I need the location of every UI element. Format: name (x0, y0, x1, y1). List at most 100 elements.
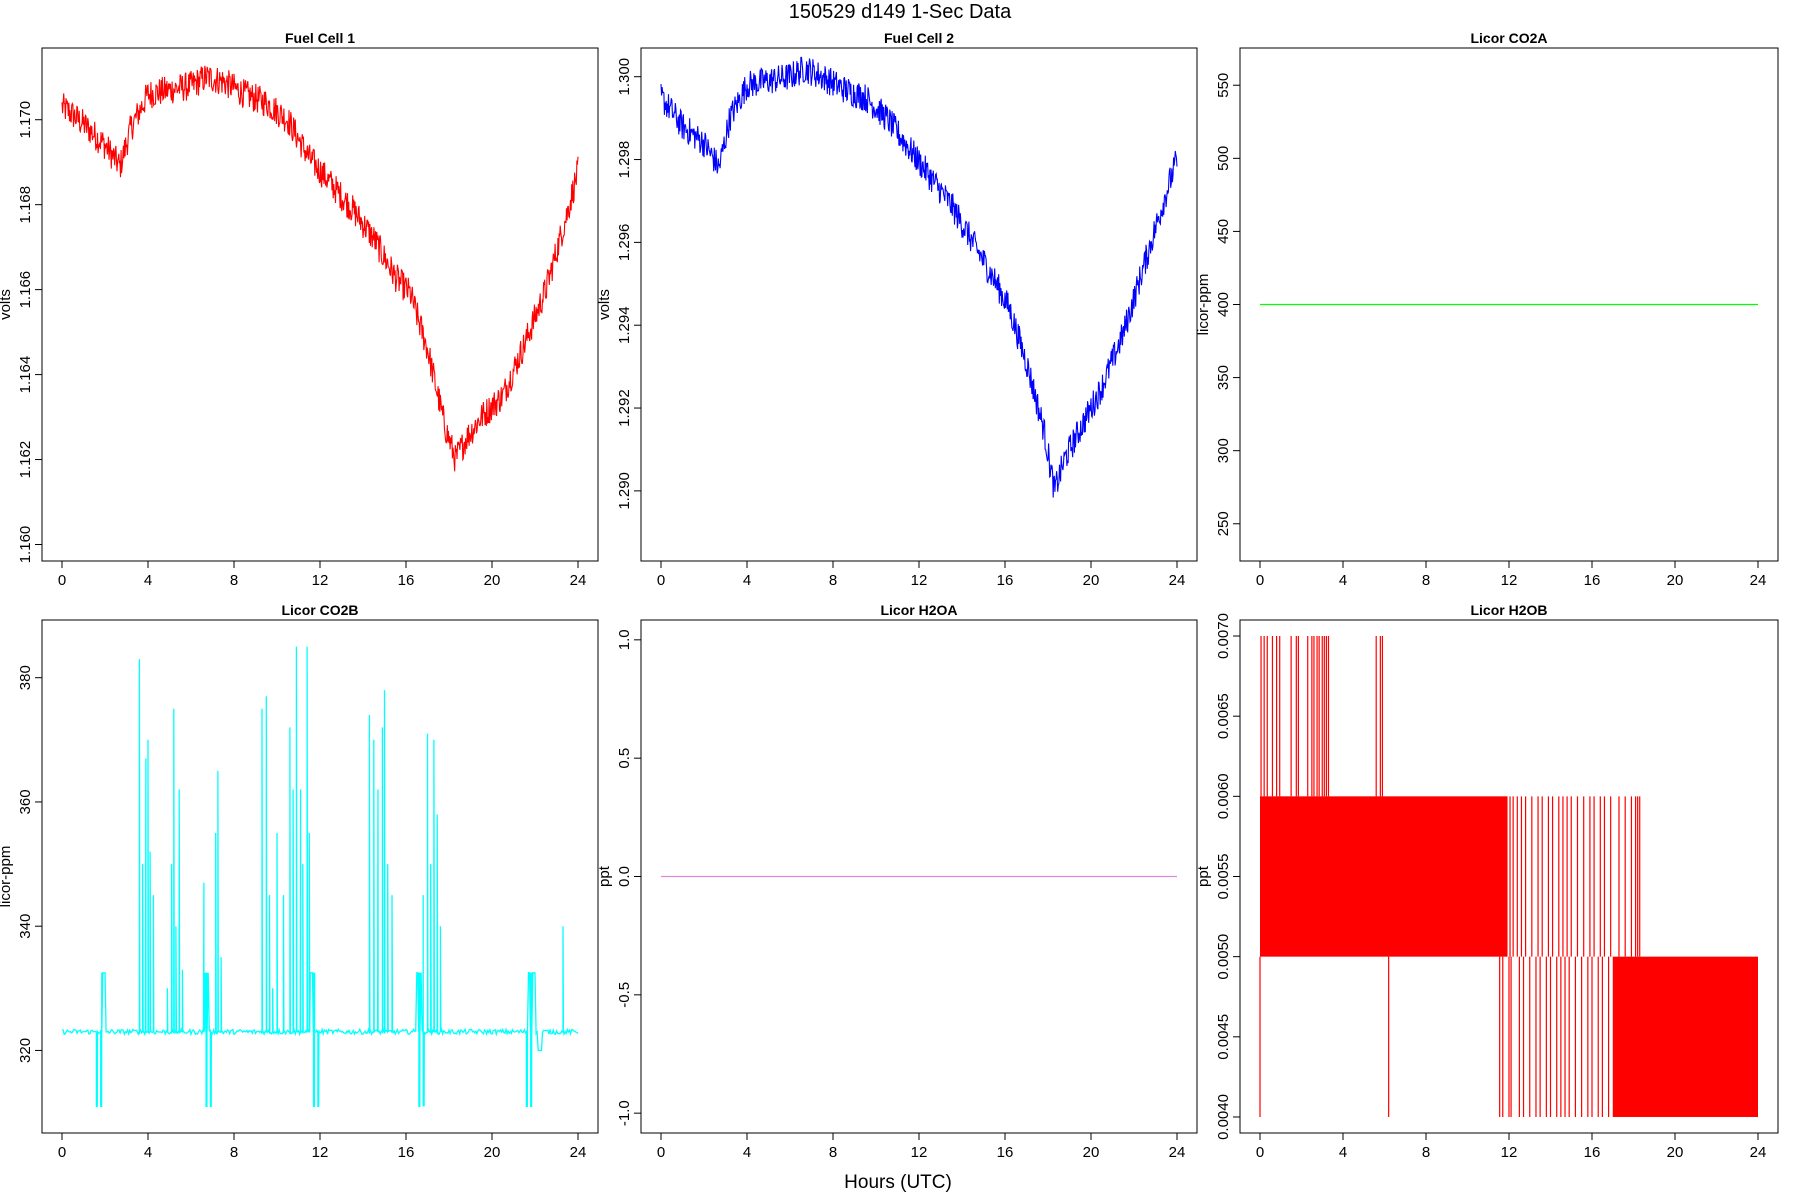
x-tick-label: 12 (911, 572, 928, 589)
panel-title: Licor H2OA (880, 602, 957, 618)
x-tick-label: 0 (657, 572, 665, 589)
x-tick-label: 8 (829, 572, 837, 589)
y-tick-label: 1.164 (17, 356, 34, 394)
x-tick-label: 4 (1339, 1144, 1347, 1161)
y-axis-label: licor-ppm (1195, 274, 1212, 336)
x-tick-label: 24 (1750, 572, 1767, 589)
panel-title: Licor H2OB (1470, 602, 1547, 618)
x-tick-label: 0 (1256, 572, 1264, 589)
x-tick-label: 12 (312, 1144, 329, 1161)
y-axis-label: volts (0, 289, 14, 320)
y-tick-label: 1.162 (17, 441, 34, 479)
y-tick-label: -1.0 (616, 1100, 633, 1126)
panel-2: Fuel Cell 2 volts 0 4 8 12 16 20 24 1.290 1.292 1.2… (596, 30, 1198, 589)
y-tick-label: 1.170 (17, 101, 34, 139)
x-tick-label: 4 (1339, 572, 1347, 589)
x-tick-label: 0 (58, 1144, 66, 1161)
data-series-line (61, 646, 579, 1108)
panel-4: Licor CO2B licor-ppm 0 4 8 12 16 20 24 320 340 360 3… (0, 602, 599, 1161)
y-axis-label: volts (596, 289, 613, 320)
plot-frame (41, 47, 599, 562)
y-tick-label: 550 (1215, 73, 1232, 98)
x-tick-label: 0 (58, 572, 66, 589)
x-tick-label: 20 (1083, 1144, 1100, 1161)
x-tick-label: 24 (1750, 1144, 1767, 1161)
panel-5: Licor H2OA ppt 0 4 8 12 16 20 24 -1.0 -0.5 0.0 0.5 1.… (596, 602, 1198, 1161)
x-tick-label: 4 (144, 572, 152, 589)
x-tick-label: 24 (1169, 1144, 1186, 1161)
y-tick-label: 500 (1215, 146, 1232, 171)
y-tick-label: 0.0055 (1215, 854, 1232, 900)
x-tick-label: 20 (1667, 572, 1684, 589)
y-tick-label: 350 (1215, 365, 1232, 390)
x-tick-label: 24 (570, 572, 587, 589)
x-tick-label: 20 (1083, 572, 1100, 589)
y-tick-label: 0.0070 (1215, 613, 1232, 659)
x-tick-label: 24 (570, 1144, 587, 1161)
y-axis-label: ppt (1195, 865, 1212, 887)
x-tick-label: 12 (1501, 1144, 1518, 1161)
x-tick-label: 16 (997, 1144, 1014, 1161)
x-tick-label: 20 (484, 572, 501, 589)
y-tick-label: 380 (17, 665, 34, 690)
x-tick-label: 16 (398, 572, 415, 589)
y-tick-label: 400 (1215, 292, 1232, 317)
y-tick-label: 0.5 (616, 748, 633, 769)
data-series-line (61, 65, 579, 472)
figure-title: 150529 d149 1-Sec Data (789, 1, 1012, 23)
y-tick-label: 1.168 (17, 186, 34, 224)
panel-3: Licor CO2A licor-ppm 0 4 8 12 16 20 24 250 300 350 4… (1195, 30, 1779, 589)
x-tick-label: 16 (1584, 1144, 1601, 1161)
x-tick-label: 8 (1422, 1144, 1430, 1161)
y-tick-label: 1.290 (616, 472, 633, 510)
x-tick-label: 24 (1169, 572, 1186, 589)
y-tick-label: 0.0065 (1215, 693, 1232, 739)
y-tick-label: 250 (1215, 511, 1232, 536)
x-tick-label: 8 (230, 572, 238, 589)
y-tick-label: 1.298 (616, 141, 633, 179)
panels-container: Fuel Cell 1 volts 0 4 8 12 16 20 24 1.160 1.162 1.1… (0, 30, 1779, 1161)
x-tick-label: 0 (1256, 1144, 1264, 1161)
x-tick-label: 16 (398, 1144, 415, 1161)
y-tick-label: 0.0 (616, 866, 633, 887)
y-tick-label: 300 (1215, 438, 1232, 463)
y-tick-label: 450 (1215, 219, 1232, 244)
x-tick-label: 8 (230, 1144, 238, 1161)
x-axis-title: Hours (UTC) (844, 1172, 952, 1193)
y-tick-label: 0.0040 (1215, 1094, 1232, 1140)
y-tick-label: 1.296 (616, 224, 633, 262)
x-tick-label: 8 (1422, 572, 1430, 589)
panel-title: Fuel Cell 2 (884, 30, 954, 46)
x-tick-label: 12 (911, 1144, 928, 1161)
panel-6: Licor H2OB ppt 0 4 8 12 16 20 24 0.0040 0.0045 0.00… (1195, 602, 1779, 1161)
y-tick-label: 1.166 (17, 271, 34, 309)
y-tick-label: 1.300 (616, 58, 633, 96)
y-tick-label: 1.294 (616, 306, 633, 344)
x-tick-label: 4 (144, 1144, 152, 1161)
panel-title: Fuel Cell 1 (285, 30, 355, 46)
y-tick-label: 0.0045 (1215, 1014, 1232, 1060)
x-tick-label: 8 (829, 1144, 837, 1161)
x-tick-label: 20 (1667, 1144, 1684, 1161)
x-tick-label: 16 (1584, 572, 1601, 589)
plot-frame (640, 47, 1198, 562)
y-tick-label: 320 (17, 1038, 34, 1063)
x-tick-label: 20 (484, 1144, 501, 1161)
panel-title: Licor CO2B (281, 602, 358, 618)
data-band (1260, 796, 1507, 957)
y-tick-label: 1.0 (616, 629, 633, 650)
y-tick-label: 1.292 (616, 389, 633, 427)
x-tick-label: 4 (743, 1144, 751, 1161)
y-tick-label: 1.160 (17, 526, 34, 564)
panel-title: Licor CO2A (1470, 30, 1547, 46)
y-tick-label: 0.0060 (1215, 773, 1232, 819)
y-axis-label: ppt (596, 865, 613, 887)
y-tick-label: 0.0050 (1215, 934, 1232, 980)
data-band (1612, 956, 1758, 1117)
y-tick-label: -0.5 (616, 982, 633, 1008)
x-tick-label: 16 (997, 572, 1014, 589)
panel-1: Fuel Cell 1 volts 0 4 8 12 16 20 24 1.160 1.162 1.1… (0, 30, 599, 589)
x-tick-label: 12 (312, 572, 329, 589)
x-tick-label: 0 (657, 1144, 665, 1161)
